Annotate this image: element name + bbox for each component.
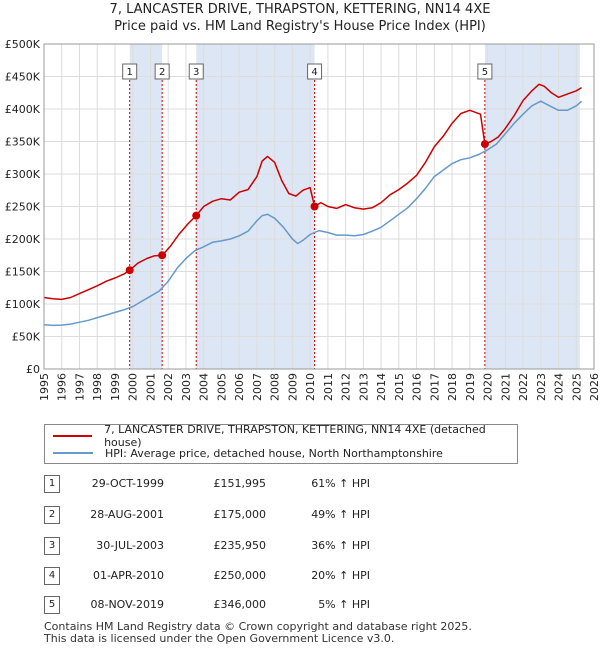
x-tick-label: 2012 bbox=[340, 373, 353, 401]
x-tick-label: 2007 bbox=[251, 373, 264, 401]
y-tick-label: £150K bbox=[5, 266, 41, 279]
price-chart: 1 2 3 4 5 £0 £50K £100K £150K £200K £250K £300K £350… bbox=[5, 38, 600, 401]
footer-copyright: Contains HM Land Registry data © Crown c… bbox=[44, 620, 472, 633]
legend-label-hpi: HPI: Average price, detached house, Nort… bbox=[105, 446, 443, 460]
x-tick-label: 1998 bbox=[91, 373, 104, 401]
y-tick-label: £400K bbox=[5, 103, 41, 116]
x-tick-label: 2005 bbox=[215, 373, 228, 401]
legend-label-property: 7, LANCASTER DRIVE, THRAPSTON, KETTERING… bbox=[104, 423, 486, 449]
y-tick-label: £350K bbox=[5, 136, 41, 149]
sale-label: 1 bbox=[127, 67, 133, 78]
x-tick-label: 2025 bbox=[570, 373, 583, 401]
sale-label-box bbox=[122, 63, 138, 80]
sale-label: 4 bbox=[311, 67, 317, 78]
x-tick-label: 2006 bbox=[233, 373, 246, 401]
chart-subtitle: Price paid vs. HM Land Registry's House … bbox=[114, 19, 486, 34]
x-tick-label: 2024 bbox=[553, 373, 566, 401]
legend-item-hpi: HPI: Average price, detached house, Nort… bbox=[53, 445, 443, 461]
y-tick-label: £300K bbox=[5, 168, 41, 181]
y-tick-label: £450K bbox=[5, 71, 41, 84]
sale-label: 5 bbox=[482, 67, 488, 78]
transaction-date: 30-JUL-2003 bbox=[96, 539, 164, 552]
x-tick-label: 2017 bbox=[428, 373, 441, 401]
x-tick-label: 2002 bbox=[162, 373, 175, 401]
sale-label: 3 bbox=[193, 67, 199, 78]
x-tick-label: 2011 bbox=[322, 373, 335, 401]
x-tick-label: 2001 bbox=[144, 373, 157, 401]
transaction-number: 2 bbox=[44, 506, 60, 524]
x-tick-label: 2021 bbox=[499, 373, 512, 401]
transaction-price: £175,000 bbox=[213, 508, 267, 521]
transaction-number: 3 bbox=[44, 537, 60, 555]
y-tick-label: £200K bbox=[5, 233, 41, 246]
transaction-number: 5 bbox=[44, 596, 60, 614]
x-tick-label: 2015 bbox=[393, 373, 406, 401]
sale-point bbox=[125, 266, 134, 275]
table-row: 3 30-JUL-2003 £235,950 36% ↑ HPI bbox=[0, 537, 600, 557]
hpi-line bbox=[43, 100, 583, 327]
x-tick-label: 2004 bbox=[198, 373, 211, 401]
x-tick-label: 1996 bbox=[56, 373, 69, 401]
table-row: 1 29-OCT-1999 £151,995 61% ↑ HPI bbox=[0, 475, 600, 495]
x-tick-label: 2019 bbox=[464, 373, 477, 401]
sale-label: 2 bbox=[159, 67, 165, 78]
x-tick-label: 2026 bbox=[588, 373, 600, 401]
transaction-date: 08-NOV-2019 bbox=[90, 598, 164, 611]
sale-label-box bbox=[154, 63, 170, 80]
transaction-date: 28-AUG-2001 bbox=[90, 508, 164, 521]
transaction-date: 01-APR-2010 bbox=[92, 569, 164, 582]
transaction-hpi: 49% ↑ HPI bbox=[311, 508, 370, 521]
y-tick-label: £500K bbox=[5, 38, 41, 51]
y-tick-label: £50K bbox=[12, 331, 41, 344]
property-price-line bbox=[43, 83, 582, 301]
transaction-date: 29-OCT-1999 bbox=[91, 477, 164, 490]
legend: 7, LANCASTER DRIVE, THRAPSTON, KETTERING… bbox=[44, 423, 518, 464]
transaction-price: £235,950 bbox=[213, 539, 267, 552]
transaction-price: £151,995 bbox=[213, 477, 267, 490]
x-tick-label: 2022 bbox=[517, 373, 530, 401]
x-tick-label: 2016 bbox=[411, 373, 424, 401]
x-tick-label: 2013 bbox=[357, 373, 370, 401]
transaction-price: £250,000 bbox=[213, 569, 267, 582]
plot-frame bbox=[43, 43, 595, 370]
table-row: 2 28-AUG-2001 £175,000 49% ↑ HPI bbox=[0, 506, 600, 526]
x-tick-label: 1999 bbox=[109, 373, 122, 401]
transaction-price: £346,000 bbox=[213, 598, 267, 611]
chart-title: 7, LANCASTER DRIVE, THRAPSTON, KETTERING… bbox=[109, 2, 491, 17]
x-tick-label: 1995 bbox=[38, 373, 51, 401]
table-row: 4 01-APR-2010 £250,000 20% ↑ HPI bbox=[0, 567, 600, 587]
sale-point bbox=[192, 211, 201, 220]
sale-point bbox=[310, 202, 319, 211]
transaction-hpi: 36% ↑ HPI bbox=[311, 539, 370, 552]
sale-label-box bbox=[307, 63, 323, 80]
x-tick-label: 2010 bbox=[304, 373, 317, 401]
x-tick-label: 2023 bbox=[535, 373, 548, 401]
legend-item-property: 7, LANCASTER DRIVE, THRAPSTON, KETTERING… bbox=[53, 423, 517, 449]
x-tick-label: 2014 bbox=[375, 373, 388, 401]
y-tick-label: £0 bbox=[26, 363, 40, 376]
x-tick-label: 2009 bbox=[286, 373, 299, 401]
table-row: 5 08-NOV-2019 £346,000 5% ↑ HPI bbox=[0, 596, 600, 616]
transaction-number: 1 bbox=[44, 475, 60, 493]
x-tick-label: 2008 bbox=[269, 373, 282, 401]
sale-point bbox=[158, 251, 167, 260]
x-tick-label: 2003 bbox=[180, 373, 193, 401]
transaction-hpi: 61% ↑ HPI bbox=[311, 477, 370, 490]
legend-line-hpi bbox=[53, 452, 93, 454]
x-tick-label: 2000 bbox=[127, 373, 140, 401]
y-tick-label: £250K bbox=[5, 201, 41, 214]
legend-line-property bbox=[53, 435, 93, 437]
x-tick-label: 2020 bbox=[482, 373, 495, 401]
y-tick-label: £100K bbox=[5, 298, 41, 311]
sale-label-box bbox=[188, 63, 204, 80]
sale-point bbox=[480, 140, 489, 149]
transaction-number: 4 bbox=[44, 567, 60, 585]
sale-label-box bbox=[477, 63, 493, 80]
transaction-hpi: 5% ↑ HPI bbox=[318, 598, 370, 611]
x-tick-label: 1997 bbox=[73, 373, 86, 401]
x-tick-label: 2018 bbox=[446, 373, 459, 401]
transaction-hpi: 20% ↑ HPI bbox=[311, 569, 370, 582]
footer-licence: This data is licensed under the Open Gov… bbox=[44, 632, 395, 645]
